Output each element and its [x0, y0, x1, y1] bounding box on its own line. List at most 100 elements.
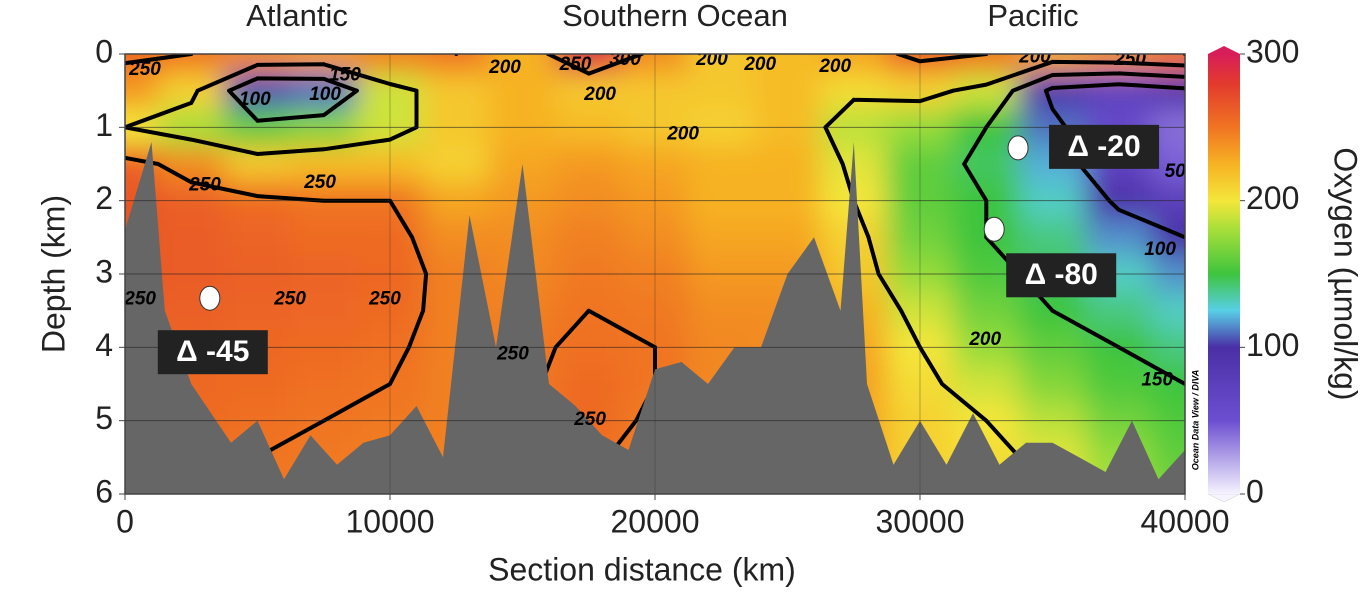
field-cell [754, 54, 822, 73]
contour-label: 250 [123, 289, 156, 310]
field-cell [621, 219, 689, 257]
contour-label: 200 [818, 56, 851, 77]
field-cell [621, 72, 689, 110]
field-cell [1019, 219, 1087, 257]
field-cell [290, 365, 358, 403]
contour-label: 200 [488, 57, 521, 78]
contour-label: 150 [329, 64, 361, 85]
field-cell [489, 54, 557, 73]
contour-label: 300 [609, 49, 641, 70]
contour-label: 200 [743, 54, 776, 75]
field-cell [1019, 365, 1087, 403]
field-cell [688, 145, 755, 183]
field-cell [489, 72, 557, 110]
contour-label: 50 [1165, 161, 1187, 182]
station-marker [983, 216, 1005, 242]
annotation-box [157, 330, 268, 375]
field-cell [356, 54, 424, 73]
colorbar-cap [1208, 46, 1240, 54]
field-cell [754, 72, 822, 110]
annotation-box [1049, 124, 1160, 169]
field-cell [1151, 292, 1185, 330]
colorbar [1208, 54, 1240, 494]
region-title: Pacific [987, 0, 1078, 33]
contour-label: 250 [1113, 49, 1146, 70]
contour-label: 200 [583, 84, 616, 105]
field-cell [688, 54, 755, 73]
field-cell [621, 292, 689, 330]
contour-label: 200 [968, 329, 1001, 350]
annotation-text: Δ -20 [1067, 130, 1140, 163]
field-cell [886, 72, 954, 110]
contour-label: 200 [695, 49, 728, 70]
field-cell [423, 219, 490, 257]
field-cell [1085, 219, 1153, 257]
field-cell [953, 365, 1020, 403]
colorbar-cap [1207, 493, 1241, 503]
x-tick-label: 40000 [1141, 503, 1230, 539]
field-cell [290, 219, 358, 257]
station-marker [1007, 135, 1029, 161]
field-cell [1085, 72, 1153, 110]
field-cell [158, 219, 225, 257]
field-cell [1151, 365, 1185, 403]
y-tick-label: 4 [95, 327, 113, 363]
region-title: Southern Ocean [562, 0, 788, 33]
colorbar-tick-label: 300 [1246, 33, 1299, 69]
field-cell [886, 145, 954, 183]
field-cell [224, 292, 292, 330]
x-tick-label: 30000 [876, 503, 965, 539]
field-cell [356, 292, 424, 330]
y-axis-label: Depth (km) [35, 195, 71, 353]
field-cell [1085, 365, 1153, 403]
field-cell [423, 145, 490, 183]
contour-label: 100 [309, 84, 341, 105]
y-tick-label: 5 [95, 400, 113, 436]
x-tick-label: 20000 [611, 503, 700, 539]
station-marker [199, 285, 221, 311]
contour-label: 100 [239, 89, 271, 110]
field-cell [555, 219, 623, 257]
field-cell [886, 292, 954, 330]
y-tick-label: 2 [95, 180, 113, 216]
contour-label: 250 [573, 409, 606, 430]
y-tick-label: 1 [95, 107, 113, 143]
field-cell [423, 54, 490, 73]
field-cell [754, 145, 822, 183]
y-tick-label: 0 [95, 33, 113, 69]
contour-label: 250 [368, 289, 401, 310]
contour-label: 250 [273, 289, 306, 310]
contour-label: 250 [303, 172, 336, 193]
field-cell [555, 365, 623, 403]
field-cell [423, 72, 490, 110]
annotation-text: Δ -45 [176, 335, 249, 368]
field-cell [1085, 292, 1153, 330]
field-cell [290, 292, 358, 330]
field-cell [224, 219, 292, 257]
contour-label: 200 [666, 124, 699, 145]
field-cell [621, 145, 689, 183]
contour-label: 250 [496, 344, 529, 365]
x-tick-label: 10000 [346, 503, 435, 539]
seafloor [125, 142, 1185, 494]
annotation-text: Δ -80 [1025, 258, 1098, 291]
field-cell [125, 72, 159, 110]
y-tick-label: 6 [95, 473, 113, 509]
field-cell [1019, 72, 1087, 110]
annotation-box [1006, 253, 1117, 298]
field-cell [820, 72, 888, 110]
colorbar-label: Oxygen (µmol/kg) [1328, 147, 1364, 400]
field-cell [688, 292, 755, 330]
field-cell [688, 72, 755, 110]
region-title: Atlantic [246, 0, 348, 33]
contour-label: 150 [1141, 369, 1173, 390]
x-axis-label: Section distance (km) [488, 551, 796, 587]
contour-label: 100 [1144, 239, 1176, 260]
field-cell [886, 219, 954, 257]
field-cell [555, 145, 623, 183]
colorbar-tick-label: 0 [1246, 473, 1264, 509]
field-cell [820, 54, 888, 73]
contour-label: 250 [559, 54, 592, 75]
contour-label: 200 [1018, 47, 1051, 68]
